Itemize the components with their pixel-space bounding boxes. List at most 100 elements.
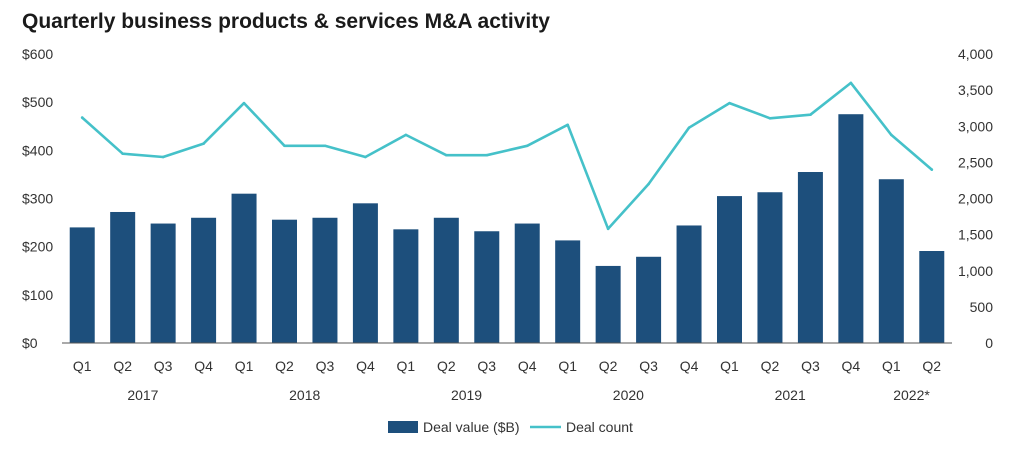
point-deal-count (525, 144, 529, 148)
point-deal-count (809, 113, 812, 116)
x-axis-quarter-labels: Q1 Q2 Q3 Q4 Q1 Q2 Q3 Q4 Q1 Q2 Q3 Q4 Q1 Q2 Q3 Q4 Q1 Q2 Q3 Q4… (73, 358, 941, 374)
point-deal-count (566, 123, 569, 127)
x-year-label: 2017 (127, 387, 158, 403)
y-right-tick-label: 2,000 (958, 191, 993, 207)
point-deal-count (728, 101, 731, 105)
x-tick-label: Q1 (235, 358, 254, 374)
bar-deal-value (919, 251, 945, 343)
point-deal-count (485, 153, 489, 157)
point-deal-count (445, 153, 448, 157)
y-right-tick-label: 0 (985, 335, 993, 351)
x-tick-label: Q3 (316, 358, 335, 374)
x-tick-label: Q3 (477, 358, 496, 374)
y-right-tick-label: 2,500 (958, 154, 993, 170)
y-right-tick-label: 3,000 (958, 118, 993, 134)
x-tick-label: Q1 (397, 358, 416, 374)
point-deal-count (849, 81, 853, 85)
bar-deal-value (312, 217, 338, 343)
x-tick-label: Q1 (558, 358, 577, 374)
bar-deal-value (878, 179, 904, 343)
bar-deal-value (757, 192, 783, 343)
x-tick-label: Q4 (194, 358, 213, 374)
x-year-label: 2020 (613, 387, 644, 403)
bar-deal-value (474, 231, 500, 343)
point-deal-count (323, 144, 327, 148)
bar-deal-value (352, 203, 378, 343)
bar-deal-value (595, 265, 621, 343)
bar-deal-value (636, 256, 662, 343)
x-tick-label: Q2 (761, 358, 780, 374)
point-deal-count (890, 133, 893, 137)
point-deal-count (606, 227, 610, 231)
x-tick-label: Q2 (113, 358, 132, 374)
bar-deal-value (433, 217, 459, 343)
point-deal-count (404, 133, 408, 137)
x-tick-label: Q3 (154, 358, 173, 374)
bar-deal-value (797, 172, 823, 343)
x-tick-label: Q1 (882, 358, 901, 374)
x-tick-label: Q2 (437, 358, 456, 374)
x-tick-label: Q4 (680, 358, 699, 374)
legend: Deal value ($B) Deal count (388, 419, 633, 435)
bar-deal-value (231, 193, 257, 343)
x-tick-label: Q4 (356, 358, 375, 374)
bar-deal-value (69, 227, 95, 343)
point-deal-count (161, 155, 165, 159)
y-right-tick-label: 1,000 (958, 263, 993, 279)
y-left-tick-label: $300 (22, 191, 53, 207)
x-tick-label: Q4 (518, 358, 537, 374)
x-tick-label: Q3 (639, 358, 658, 374)
bar-deal-value (393, 229, 419, 343)
y-right-tick-label: 1,500 (958, 227, 993, 243)
bar-deal-value (838, 114, 864, 343)
x-tick-label: Q1 (73, 358, 92, 374)
x-year-label: 2022* (893, 387, 930, 403)
point-deal-count (364, 155, 367, 159)
y-axis-right: 0 500 1,000 1,500 2,000 2,500 3,000 3,500 4,000 (958, 46, 993, 351)
x-tick-label: Q4 (842, 358, 861, 374)
y-left-tick-label: $600 (22, 46, 53, 62)
x-tick-label: Q2 (599, 358, 618, 374)
x-tick-label: Q1 (720, 358, 739, 374)
y-right-tick-label: 4,000 (958, 46, 993, 62)
x-tick-label: Q3 (801, 358, 820, 374)
y-axis-left: $0 $100 $200 $300 $400 $500 $600 (22, 46, 53, 351)
chart-title: Quarterly business products & services M… (22, 10, 550, 33)
point-deal-count (768, 117, 772, 120)
x-tick-label: Q2 (275, 358, 294, 374)
x-year-label: 2021 (775, 387, 806, 403)
bar-series (69, 114, 945, 343)
x-axis-year-labels: 2017 2018 2019 2020 2021 2022* (127, 387, 930, 403)
bar-deal-value (110, 211, 136, 343)
bar-deal-value (717, 196, 742, 343)
y-right-tick-label: 3,500 (958, 82, 993, 98)
x-tick-label: Q2 (922, 358, 941, 374)
point-deal-count (202, 142, 205, 145)
bar-deal-value (150, 223, 176, 343)
legend-label-deal-count: Deal count (566, 419, 633, 435)
bar-deal-value (272, 219, 297, 343)
line-deal-count (80, 81, 934, 231)
bar-deal-value (555, 240, 581, 343)
bar-deal-value (191, 217, 217, 343)
bar-deal-value (514, 223, 540, 343)
point-deal-count (647, 182, 650, 186)
bar-deal-value (676, 225, 702, 343)
point-deal-count (687, 126, 691, 129)
x-year-label: 2018 (289, 387, 320, 403)
y-right-tick-label: 500 (970, 299, 994, 315)
point-deal-count (121, 152, 124, 156)
point-deal-count (80, 116, 84, 119)
y-left-tick-label: $500 (22, 94, 53, 110)
point-deal-count (283, 144, 286, 148)
y-left-tick-label: $0 (22, 335, 38, 351)
legend-swatch-deal-value (388, 421, 418, 433)
y-left-tick-label: $100 (22, 287, 53, 303)
line-series (80, 81, 934, 231)
point-deal-count (242, 101, 246, 105)
legend-label-deal-value: Deal value ($B) (423, 419, 520, 435)
point-deal-count (930, 168, 934, 171)
x-year-label: 2019 (451, 387, 482, 403)
